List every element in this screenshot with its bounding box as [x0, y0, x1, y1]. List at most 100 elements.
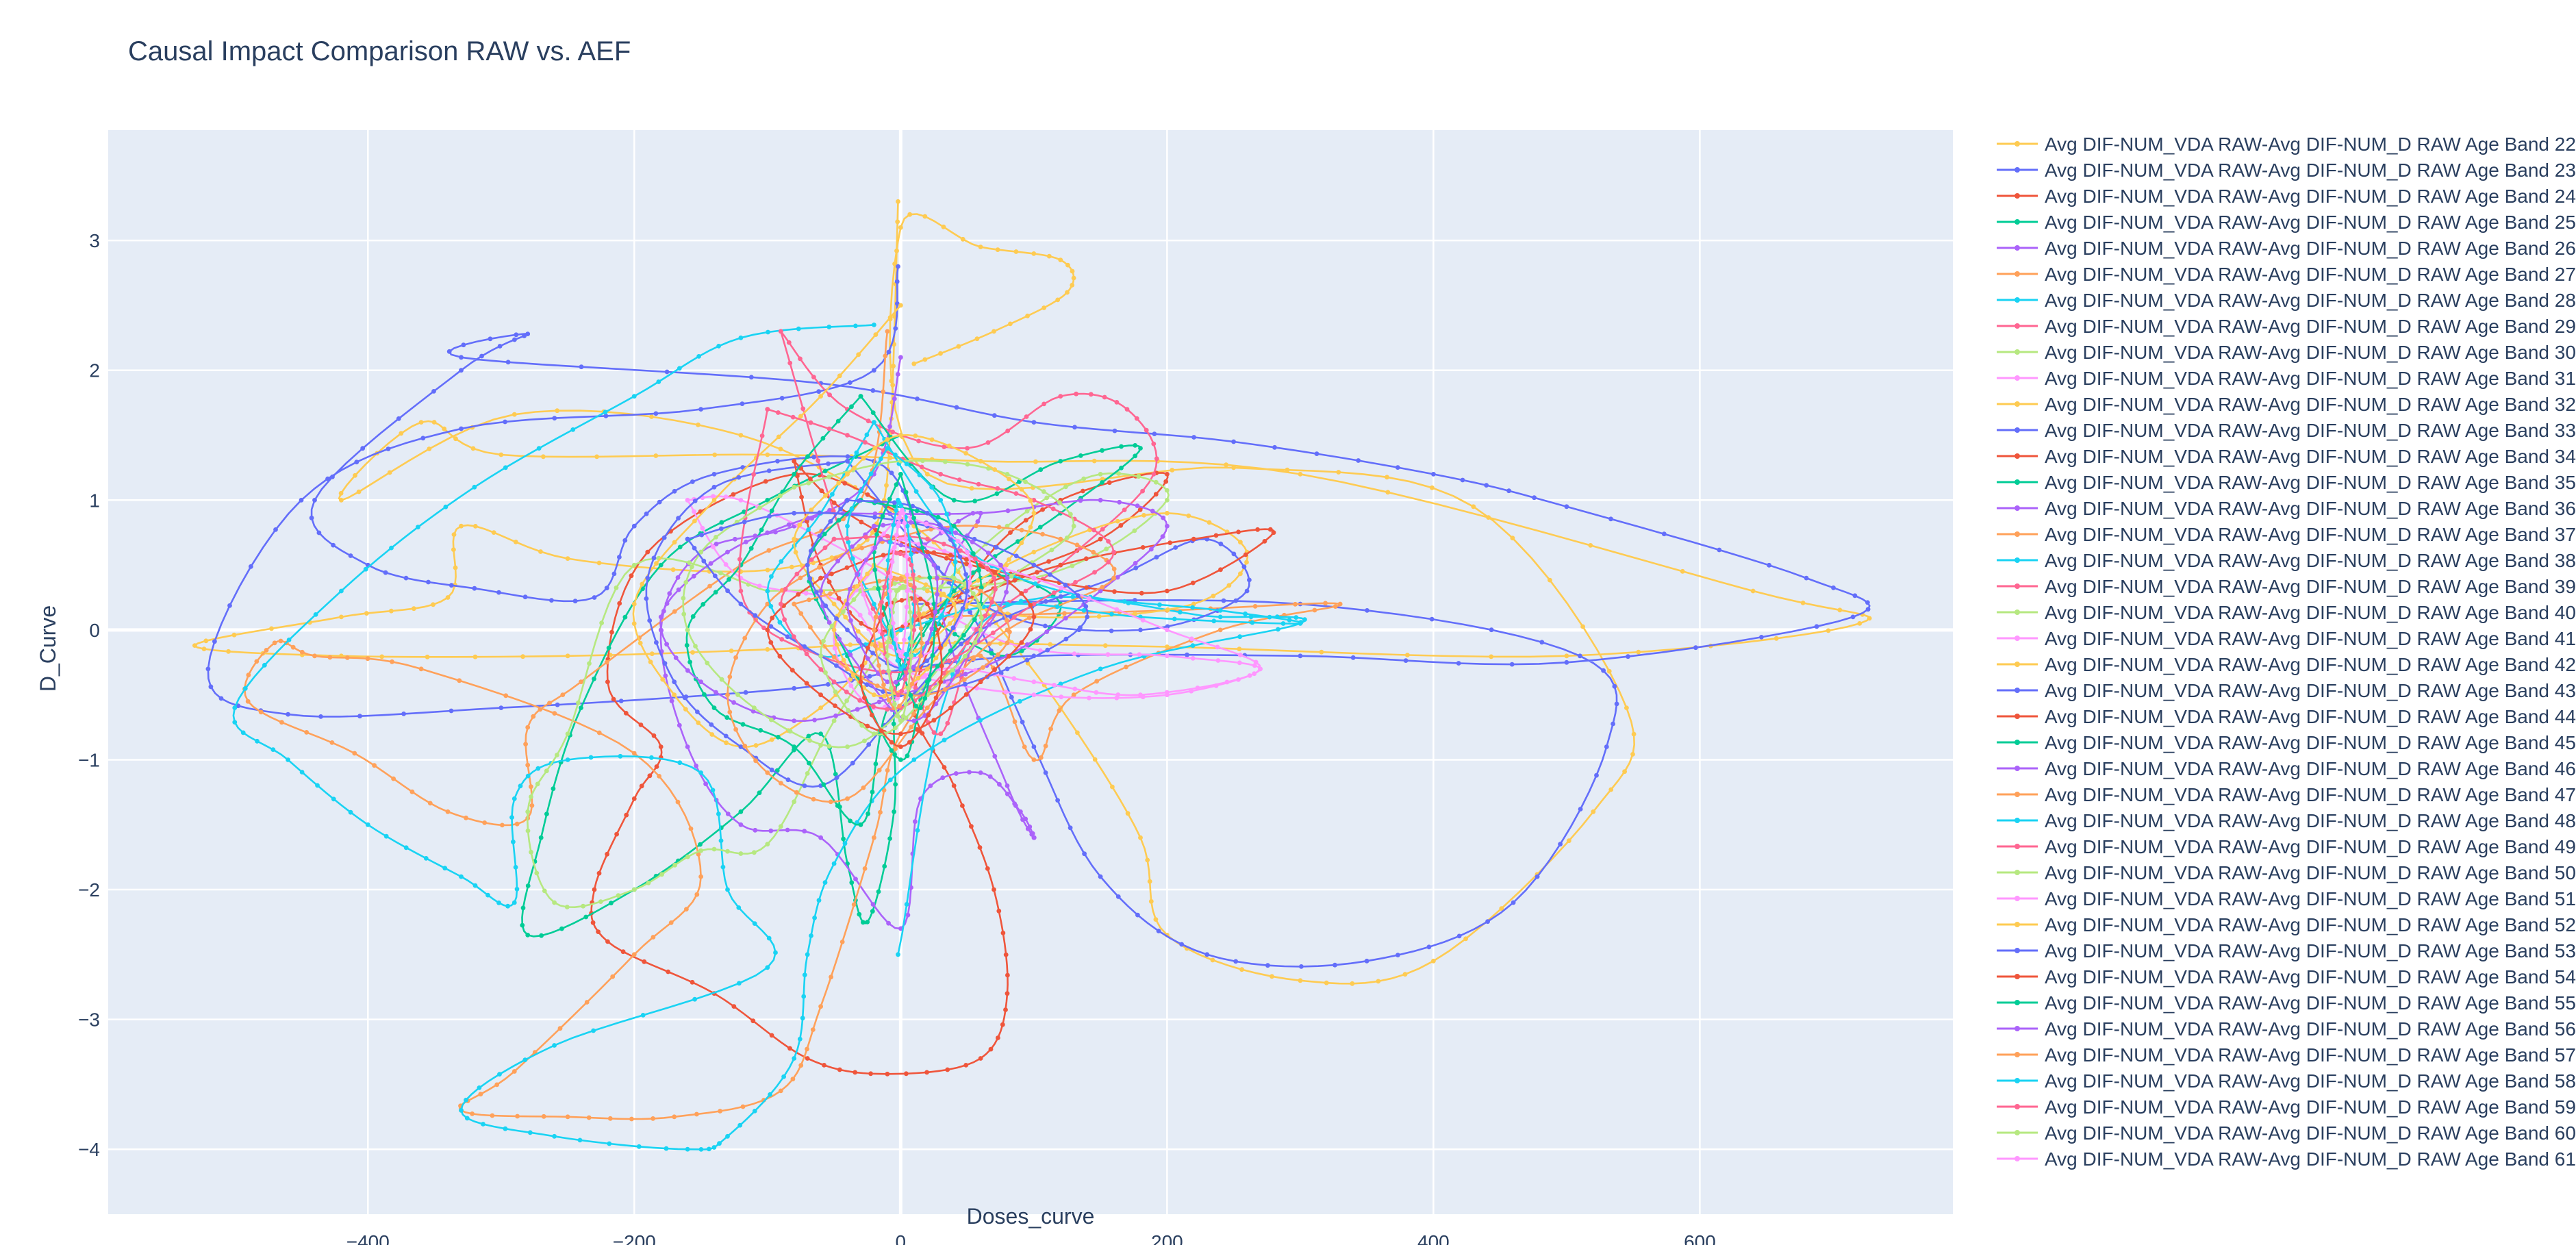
- legend[interactable]: Avg DIF-NUM_VDA RAW-Avg DIF-NUM_D RAW Ag…: [1997, 134, 2576, 1170]
- data-point: [793, 550, 798, 555]
- legend-item[interactable]: Avg DIF-NUM_VDA RAW-Avg DIF-NUM_D RAW Ag…: [1997, 1096, 2576, 1118]
- data-point: [418, 420, 424, 425]
- data-point: [931, 730, 937, 735]
- series-trace[interactable]: [887, 507, 910, 659]
- legend-item[interactable]: Avg DIF-NUM_VDA RAW-Avg DIF-NUM_D RAW Ag…: [1997, 342, 2576, 363]
- data-point: [761, 625, 766, 631]
- data-point: [790, 668, 795, 672]
- legend-item[interactable]: Avg DIF-NUM_VDA RAW-Avg DIF-NUM_D RAW Ag…: [1997, 550, 2576, 571]
- legend-item[interactable]: Avg DIF-NUM_VDA RAW-Avg DIF-NUM_D RAW Ag…: [1997, 368, 2576, 389]
- data-point: [1058, 681, 1063, 687]
- series-trace[interactable]: [872, 575, 924, 710]
- legend-item[interactable]: Avg DIF-NUM_VDA RAW-Avg DIF-NUM_D RAW Ag…: [1997, 862, 2576, 883]
- legend-item[interactable]: Avg DIF-NUM_VDA RAW-Avg DIF-NUM_D RAW Ag…: [1997, 1018, 2576, 1040]
- data-point: [711, 846, 717, 852]
- legend-item[interactable]: Avg DIF-NUM_VDA RAW-Avg DIF-NUM_D RAW Ag…: [1997, 238, 2576, 259]
- legend-item[interactable]: Avg DIF-NUM_VDA RAW-Avg DIF-NUM_D RAW Ag…: [1997, 966, 2576, 988]
- legend-item[interactable]: Avg DIF-NUM_VDA RAW-Avg DIF-NUM_D RAW Ag…: [1997, 420, 2576, 441]
- legend-label: Avg DIF-NUM_VDA RAW-Avg DIF-NUM_D RAW Ag…: [2045, 602, 2576, 623]
- legend-item[interactable]: Avg DIF-NUM_VDA RAW-Avg DIF-NUM_D RAW Ag…: [1997, 810, 2576, 831]
- legend-item[interactable]: Avg DIF-NUM_VDA RAW-Avg DIF-NUM_D RAW Ag…: [1997, 680, 2576, 701]
- data-point: [802, 644, 807, 649]
- legend-item[interactable]: Avg DIF-NUM_VDA RAW-Avg DIF-NUM_D RAW Ag…: [1997, 212, 2576, 233]
- legend-item[interactable]: Avg DIF-NUM_VDA RAW-Avg DIF-NUM_D RAW Ag…: [1997, 706, 2576, 727]
- series-trace[interactable]: [685, 510, 1090, 698]
- series-trace[interactable]: [885, 583, 914, 723]
- data-point: [391, 776, 396, 781]
- legend-item[interactable]: Avg DIF-NUM_VDA RAW-Avg DIF-NUM_D RAW Ag…: [1997, 160, 2576, 181]
- data-point: [544, 812, 549, 816]
- legend-item[interactable]: Avg DIF-NUM_VDA RAW-Avg DIF-NUM_D RAW Ag…: [1997, 628, 2576, 649]
- legend-item[interactable]: Avg DIF-NUM_VDA RAW-Avg DIF-NUM_D RAW Ag…: [1997, 758, 2576, 779]
- legend-item[interactable]: Avg DIF-NUM_VDA RAW-Avg DIF-NUM_D RAW Ag…: [1997, 888, 2576, 909]
- legend-item[interactable]: Avg DIF-NUM_VDA RAW-Avg DIF-NUM_D RAW Ag…: [1997, 992, 2576, 1014]
- legend-item[interactable]: Avg DIF-NUM_VDA RAW-Avg DIF-NUM_D RAW Ag…: [1997, 576, 2576, 597]
- series-trace[interactable]: [232, 323, 1307, 1152]
- series-trace[interactable]: [778, 533, 998, 712]
- data-point: [863, 557, 869, 562]
- legend-item[interactable]: Avg DIF-NUM_VDA RAW-Avg DIF-NUM_D RAW Ag…: [1997, 498, 2576, 519]
- data-point: [881, 389, 886, 394]
- legend-item[interactable]: Avg DIF-NUM_VDA RAW-Avg DIF-NUM_D RAW Ag…: [1997, 1148, 2576, 1170]
- legend-swatch-marker: [2015, 167, 2020, 173]
- legend-item[interactable]: Avg DIF-NUM_VDA RAW-Avg DIF-NUM_D RAW Ag…: [1997, 654, 2576, 675]
- data-point: [670, 567, 676, 573]
- legend-item[interactable]: Avg DIF-NUM_VDA RAW-Avg DIF-NUM_D RAW Ag…: [1997, 316, 2576, 337]
- data-point: [1558, 842, 1563, 847]
- data-point: [611, 696, 616, 702]
- data-point: [360, 446, 366, 451]
- legend-item[interactable]: Avg DIF-NUM_VDA RAW-Avg DIF-NUM_D RAW Ag…: [1997, 186, 2576, 207]
- legend-item[interactable]: Avg DIF-NUM_VDA RAW-Avg DIF-NUM_D RAW Ag…: [1997, 264, 2576, 285]
- legend-item[interactable]: Avg DIF-NUM_VDA RAW-Avg DIF-NUM_D RAW Ag…: [1997, 836, 2576, 857]
- legend-item[interactable]: Avg DIF-NUM_VDA RAW-Avg DIF-NUM_D RAW Ag…: [1997, 732, 2576, 753]
- data-point: [857, 698, 862, 703]
- data-point: [1075, 730, 1080, 735]
- data-point: [735, 692, 740, 697]
- legend-item[interactable]: Avg DIF-NUM_VDA RAW-Avg DIF-NUM_D RAW Ag…: [1997, 524, 2576, 545]
- legend-item[interactable]: Avg DIF-NUM_VDA RAW-Avg DIF-NUM_D RAW Ag…: [1997, 290, 2576, 311]
- data-point: [1265, 963, 1270, 968]
- data-point: [242, 686, 248, 691]
- data-point: [861, 592, 866, 597]
- data-point: [694, 892, 700, 897]
- legend-item[interactable]: Avg DIF-NUM_VDA RAW-Avg DIF-NUM_D RAW Ag…: [1997, 472, 2576, 493]
- legend-item[interactable]: Avg DIF-NUM_VDA RAW-Avg DIF-NUM_D RAW Ag…: [1997, 1044, 2576, 1066]
- data-point: [987, 622, 992, 627]
- data-point: [1237, 646, 1242, 652]
- data-point: [872, 420, 876, 425]
- data-point: [898, 926, 903, 931]
- data-point: [1173, 545, 1178, 550]
- legend-item[interactable]: Avg DIF-NUM_VDA RAW-Avg DIF-NUM_D RAW Ag…: [1997, 602, 2576, 623]
- legend-item[interactable]: Avg DIF-NUM_VDA RAW-Avg DIF-NUM_D RAW Ag…: [1997, 1122, 2576, 1144]
- data-point: [523, 742, 528, 746]
- legend-item[interactable]: Avg DIF-NUM_VDA RAW-Avg DIF-NUM_D RAW Ag…: [1997, 914, 2576, 935]
- data-point: [828, 591, 833, 596]
- data-point: [1070, 268, 1075, 274]
- data-point: [845, 796, 850, 801]
- series-trace[interactable]: [845, 536, 940, 685]
- series-trace[interactable]: [872, 472, 937, 710]
- legend-item[interactable]: Avg DIF-NUM_VDA RAW-Avg DIF-NUM_D RAW Ag…: [1997, 134, 2576, 155]
- data-point: [720, 864, 726, 870]
- data-point: [822, 880, 828, 885]
- legend-item[interactable]: Avg DIF-NUM_VDA RAW-Avg DIF-NUM_D RAW Ag…: [1997, 394, 2576, 415]
- data-point: [883, 353, 888, 359]
- data-point: [769, 717, 774, 722]
- data-point: [742, 519, 747, 525]
- data-point: [859, 723, 865, 728]
- legend-item[interactable]: Avg DIF-NUM_VDA RAW-Avg DIF-NUM_D RAW Ag…: [1997, 940, 2576, 961]
- legend-item[interactable]: Avg DIF-NUM_VDA RAW-Avg DIF-NUM_D RAW Ag…: [1997, 446, 2576, 467]
- data-point: [1138, 627, 1143, 633]
- data-point: [669, 699, 674, 703]
- series-trace[interactable]: [205, 264, 1871, 969]
- data-point: [978, 770, 983, 775]
- data-point: [1165, 588, 1170, 594]
- data-point: [758, 728, 763, 733]
- data-point: [818, 394, 823, 399]
- data-point: [895, 372, 900, 377]
- data-point: [459, 1107, 464, 1113]
- data-point: [1302, 617, 1307, 622]
- legend-label: Avg DIF-NUM_VDA RAW-Avg DIF-NUM_D RAW Ag…: [2045, 992, 2576, 1014]
- legend-item[interactable]: Avg DIF-NUM_VDA RAW-Avg DIF-NUM_D RAW Ag…: [1997, 784, 2576, 805]
- legend-item[interactable]: Avg DIF-NUM_VDA RAW-Avg DIF-NUM_D RAW Ag…: [1997, 1070, 2576, 1092]
